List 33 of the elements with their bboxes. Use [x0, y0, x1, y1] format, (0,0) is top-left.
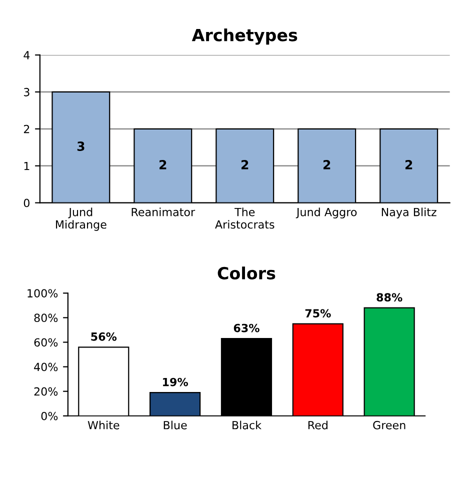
y-tick-label: 20% [34, 387, 58, 396]
x-tick-label: Jund Midrange [56, 208, 106, 231]
y-tick-label: 80% [34, 314, 58, 322]
x-tick-label: Black [232, 420, 262, 430]
y-tick-label: 100% [28, 289, 58, 298]
data-label: 19% [163, 378, 188, 386]
data-label: 63% [234, 324, 260, 332]
data-label: 75% [305, 309, 331, 318]
x-tick-label: White [88, 420, 120, 430]
x-tick-label: Reanimator [132, 208, 196, 216]
y-tick-label: 2 [24, 124, 30, 134]
data-label: 2 [405, 160, 412, 170]
x-tick-label: Green [373, 420, 406, 430]
x-tick-label: Red [308, 420, 328, 430]
data-label: 56% [91, 332, 117, 341]
x-tick-label: Naya Blitz [382, 208, 436, 218]
data-label: 2 [160, 160, 166, 170]
y-tick-label: 0 [24, 198, 30, 208]
x-tick-label: Blue [164, 420, 187, 430]
data-label: 2 [323, 160, 330, 170]
chart-title: Colors [218, 266, 276, 280]
y-tick-label: 3 [24, 88, 30, 96]
y-tick-label: 0% [41, 412, 58, 420]
data-label: 88% [376, 293, 402, 302]
y-tick-label: 1 [24, 162, 30, 170]
y-tick-label: 60% [34, 338, 58, 347]
data-label: 2 [242, 160, 248, 170]
x-tick-label: The Aristocrats [215, 208, 274, 229]
chart-title: Archetypes [192, 28, 298, 45]
y-tick-label: 4 [24, 51, 30, 60]
y-tick-label: 40% [34, 362, 58, 372]
data-label: 3 [77, 142, 84, 151]
x-tick-label: Jund Aggro [296, 208, 357, 218]
